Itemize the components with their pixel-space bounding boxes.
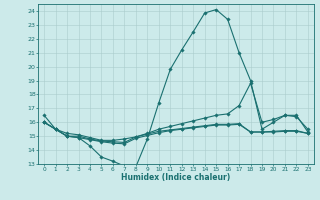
X-axis label: Humidex (Indice chaleur): Humidex (Indice chaleur): [121, 173, 231, 182]
